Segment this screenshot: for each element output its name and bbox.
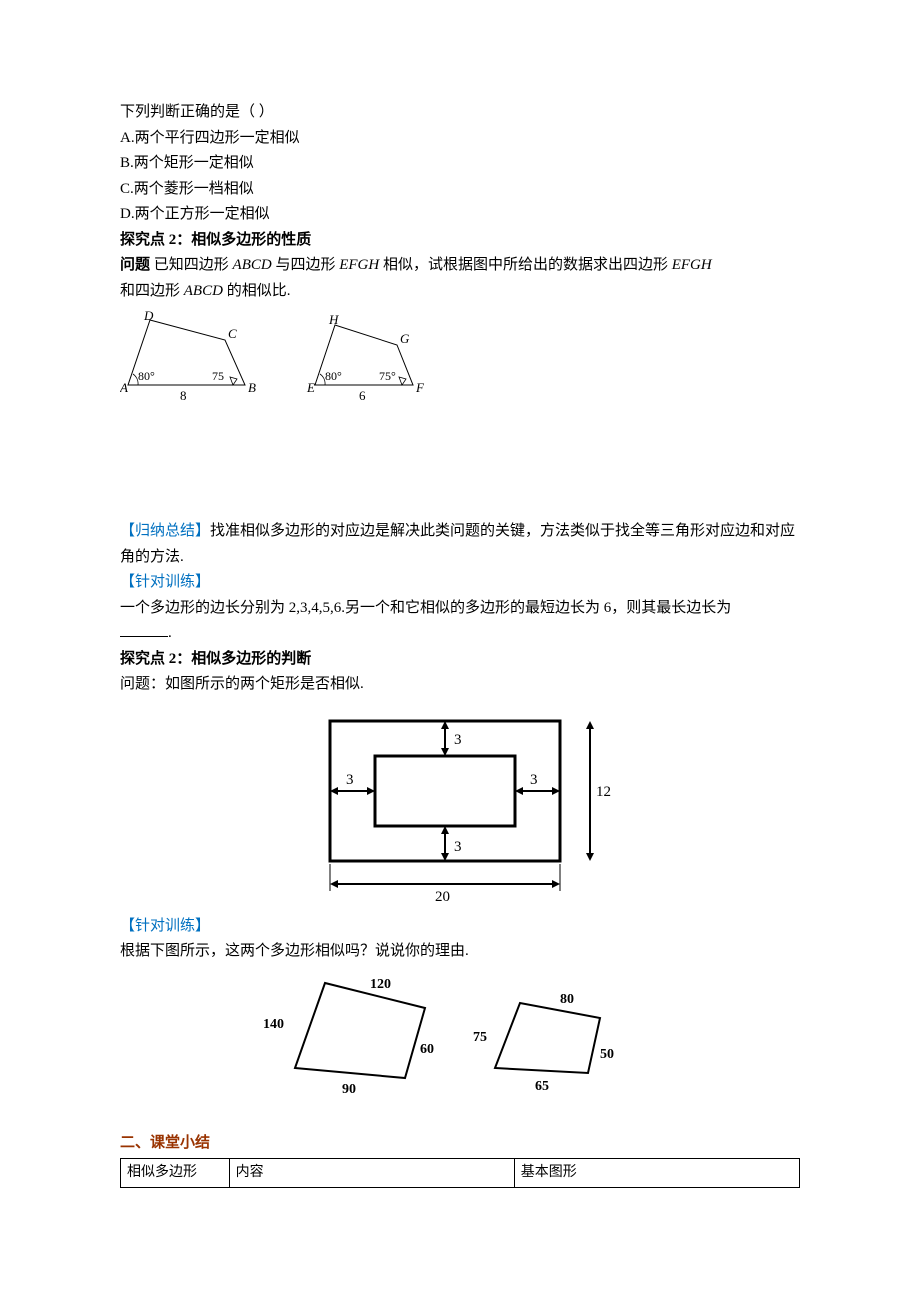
q1-optB: B.两个矩形一定相似 — [120, 151, 800, 177]
poly-figure-wrap: 140 120 60 90 75 80 50 65 — [120, 973, 800, 1103]
table-row: 相似多边形 内容 基本图形 — [121, 1159, 800, 1188]
ang-A: 80° — [138, 369, 155, 383]
q1-optD: D.两个正方形一定相似 — [120, 202, 800, 228]
bracket-close-2: 】 — [195, 574, 210, 590]
p2-75: 75 — [473, 1030, 487, 1045]
ang-B: 75 — [212, 369, 224, 383]
section-2a-prompt: 问题 已知四边形 ABCD 与四边形 EFGH 相似，试根据图中所给出的数据求出… — [120, 253, 800, 279]
train1-text: 一个多边形的边长分别为 2,3,4,5,6.另一个和它相似的多边形的最短边长为 … — [120, 596, 800, 622]
rect-figure: 3 3 3 3 12 20 — [300, 706, 620, 906]
train1-period: . — [168, 625, 172, 641]
prompt-r1: 已知四边形 — [154, 257, 233, 273]
txt-efgh: EFGH — [339, 257, 379, 273]
summary-label: 归纳总结 — [135, 523, 195, 539]
side-EF: 6 — [359, 388, 366, 403]
p2-65: 65 — [535, 1079, 549, 1094]
gap-bot: 3 — [454, 839, 462, 855]
gap-top: 3 — [454, 732, 462, 748]
bracket-open-3: 【 — [120, 918, 135, 934]
p1-90: 90 — [342, 1082, 356, 1097]
cell-1: 相似多边形 — [121, 1159, 230, 1188]
txt-abcd2: ABCD — [184, 283, 223, 299]
section-2b-title: 探究点 2：相似多边形的判断 — [120, 647, 800, 673]
p1-120: 120 — [370, 977, 391, 992]
p1-140: 140 — [263, 1017, 284, 1032]
ang-F: 75° — [379, 369, 396, 383]
gap-left: 3 — [346, 772, 354, 788]
p2-80: 80 — [560, 992, 574, 1007]
lbl-G: G — [400, 331, 410, 346]
train1-blank-line: . — [120, 621, 800, 647]
gap-right: 3 — [530, 772, 538, 788]
txt-efgh2: EFGH — [672, 257, 712, 273]
quad-efgh: E F G H 80° 75° 6 — [305, 310, 435, 405]
train1-head: 【针对训练】 — [120, 570, 800, 596]
summary-block: 【归纳总结】找准相似多边形的对应边是解决此类问题的关键，方法类似于找全等三角形对… — [120, 519, 800, 570]
spacer-2 — [120, 1111, 800, 1131]
bracket-open: 【 — [120, 523, 135, 539]
prompt-r4: 和四边形 — [120, 283, 184, 299]
outer-h: 12 — [596, 784, 611, 800]
train2-label: 针对训练 — [135, 918, 195, 934]
bracket-open-2: 【 — [120, 574, 135, 590]
ang-E: 80° — [325, 369, 342, 383]
summary-text: 找准相似多边形的对应边是解决此类问题的关键，方法类似于找全等三角形对应边和对应角… — [120, 523, 795, 565]
q1-optA: A.两个平行四边形一定相似 — [120, 126, 800, 152]
bracket-close-3: 】 — [195, 918, 210, 934]
section-2b-prompt: 问题：如图所示的两个矩形是否相似. — [120, 672, 800, 698]
lbl-C: C — [228, 326, 237, 341]
cell-3: 基本图形 — [514, 1159, 799, 1188]
txt-abcd: ABCD — [233, 257, 272, 273]
rect-figure-wrap: 3 3 3 3 12 20 — [120, 706, 800, 906]
spacer — [120, 409, 800, 519]
bracket-close: 】 — [195, 523, 210, 539]
quad-abcd: A B C D 80° 75 8 — [120, 310, 265, 405]
outer-w: 20 — [435, 889, 450, 905]
lbl-D: D — [143, 310, 154, 323]
q1-optC: C.两个菱形一档相似 — [120, 177, 800, 203]
conclude-title: 二、课堂小结 — [120, 1131, 800, 1157]
document-page: 下列判断正确的是（ ） A.两个平行四边形一定相似 B.两个矩形一定相似 C.两… — [0, 0, 920, 1302]
prompt-label: 问题 — [120, 257, 154, 273]
lbl-E: E — [306, 380, 315, 395]
section-2a-title: 探究点 2：相似多边形的性质 — [120, 228, 800, 254]
side-AB: 8 — [180, 388, 187, 403]
train1-label: 针对训练 — [135, 574, 195, 590]
quad-figures: A B C D 80° 75 8 E F G H 80° 75° 6 — [120, 310, 800, 405]
lbl-H: H — [328, 312, 339, 327]
p1-60: 60 — [420, 1042, 434, 1057]
p2-50: 50 — [600, 1047, 614, 1062]
prompt-r2: 与四边形 — [272, 257, 340, 273]
cell-2: 内容 — [229, 1159, 514, 1188]
lbl-A: A — [120, 380, 128, 395]
train2-text: 根据下图所示，这两个多边形相似吗？说说你的理由. — [120, 939, 800, 965]
blank-fill — [120, 621, 168, 637]
prompt-post: 的相似比. — [223, 283, 291, 299]
lbl-B: B — [248, 380, 256, 395]
section-2a-prompt-line2: 和四边形 ABCD 的相似比. — [120, 279, 800, 305]
lbl-F: F — [415, 380, 425, 395]
prompt-r3: 相似，试根据图中所给出的数据求出四边形 — [379, 257, 672, 273]
poly-figure: 140 120 60 90 75 80 50 65 — [260, 973, 660, 1103]
summary-table: 相似多边形 内容 基本图形 — [120, 1158, 800, 1188]
q1-stem: 下列判断正确的是（ ） — [120, 100, 800, 126]
train2-head: 【针对训练】 — [120, 914, 800, 940]
